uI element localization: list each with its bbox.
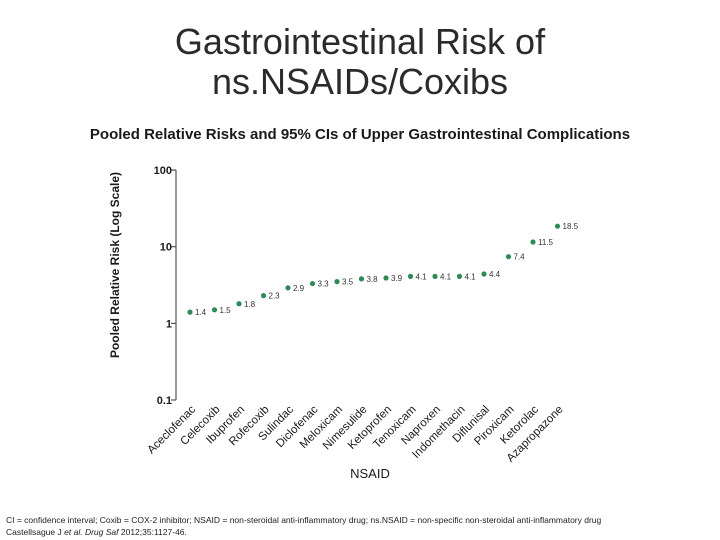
footnote-citation: Castellsague J et al. Drug Saf 2012;35:1…	[6, 526, 716, 538]
data-label: 1.5	[220, 306, 232, 315]
data-label: 3.3	[318, 280, 330, 289]
data-label: 4.4	[489, 270, 501, 279]
data-points: 1.4 1.5 1.8 2.3 2.9 3.3 3.5 3.8 3.9 4.1 4.1 4.1 4.4 7…	[187, 222, 579, 317]
data-point	[432, 273, 438, 279]
data-label: 1.4	[195, 308, 207, 317]
data-label: 3.5	[342, 278, 354, 287]
data-label: 2.3	[269, 292, 281, 301]
citation-journal: Drug Saf	[84, 527, 119, 537]
data-label: 18.5	[563, 222, 579, 231]
data-point	[260, 293, 267, 299]
data-point	[285, 285, 291, 291]
data-point	[530, 239, 536, 245]
data-point	[187, 309, 193, 315]
y-axis-label: Pooled Relative Risk (Log Scale)	[108, 172, 122, 358]
footnote-definitions: CI = confidence interval; Coxib = COX-2 …	[6, 515, 602, 525]
data-point	[383, 275, 389, 281]
citation-etal: et al.	[64, 527, 83, 537]
data-point	[236, 301, 242, 307]
data-label: 3.9	[391, 274, 403, 283]
risk-chart: Pooled Relative Risk (Log Scale) NSAID 0…	[108, 165, 579, 481]
data-point	[334, 279, 340, 285]
data-point	[554, 223, 561, 229]
title-line-2: ns.NSAIDs/Coxibs	[211, 61, 509, 102]
y-ticks: 0.1 1 10 100	[154, 165, 176, 407]
data-label: 7.4	[514, 253, 526, 262]
x-axis-label: NSAID	[350, 466, 390, 481]
data-point	[505, 254, 512, 260]
data-label: 2.9	[293, 284, 305, 293]
y-tick-label: 0.1	[157, 395, 172, 407]
data-label: 4.1	[416, 272, 428, 281]
data-point	[211, 307, 218, 313]
data-point	[456, 273, 463, 279]
title-line-1: Gastrointestinal Risk of	[174, 21, 546, 62]
y-tick-label: 10	[160, 242, 172, 254]
data-label: 1.8	[244, 300, 256, 309]
y-tick-label: 100	[154, 165, 172, 177]
data-point	[309, 280, 316, 287]
data-label: 4.1	[440, 272, 452, 281]
data-point	[481, 271, 487, 277]
data-label: 4.1	[465, 272, 477, 281]
y-tick-label: 1	[166, 318, 172, 330]
data-point	[407, 273, 414, 279]
data-point	[358, 276, 365, 282]
citation-rest: 2012;35:1127-46.	[120, 527, 187, 537]
footnote: CI = confidence interval; Coxib = COX-2 …	[6, 514, 716, 538]
page-title: Gastrointestinal Risk of ns.NSAIDs/Coxib…	[0, 22, 720, 102]
data-label: 3.8	[367, 275, 379, 284]
x-tick-labels: AceclofenacCelecoxibIbuprofenRofecoxibSu…	[145, 403, 565, 464]
chart-subtitle: Pooled Relative Risks and 95% CIs of Upp…	[89, 126, 631, 143]
data-label: 11.5	[538, 238, 554, 247]
citation-authors: Castellsague J	[6, 527, 62, 537]
